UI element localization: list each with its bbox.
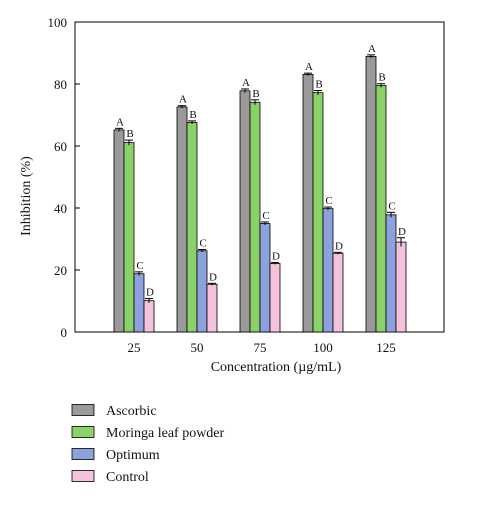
y-tick-label: 0 (61, 325, 68, 340)
significance-letter: C (388, 200, 395, 212)
bar-optimum (385, 214, 397, 333)
significance-letter: D (209, 271, 217, 283)
significance-letter: C (199, 238, 206, 250)
bar-control (332, 252, 344, 333)
significance-letter: A (305, 61, 313, 73)
legend-label: Control (106, 470, 149, 485)
bar-moringa-leaf-powder (123, 142, 135, 333)
bar-control (395, 241, 407, 333)
y-axis-label: Inhibition (%) (19, 156, 34, 236)
x-tick-label: 75 (254, 340, 267, 355)
legend-swatch (71, 470, 95, 482)
significance-letter: A (368, 43, 376, 55)
significance-letter: A (242, 77, 250, 89)
significance-letter: B (189, 109, 196, 121)
x-axis-label: Concentration (µg/mL) (211, 360, 342, 375)
legend-label: Moringa leaf powder (106, 426, 225, 441)
significance-letter: C (136, 260, 143, 272)
significance-letter: C (262, 210, 269, 222)
bar-control (206, 283, 218, 333)
y-tick-label: 80 (54, 77, 67, 92)
legend: Ascorbic Moringa leaf powder Optimum Contro… (71, 404, 225, 485)
significance-letter: D (272, 251, 280, 263)
bar-optimum (322, 208, 334, 333)
x-tick-label: 50 (191, 340, 204, 355)
legend-label: Ascorbic (106, 404, 157, 419)
bar-ascorbic (176, 106, 188, 333)
legend-swatch (71, 404, 95, 416)
plot-area: 02040608010025ABCD50ABCD75ABCD100ABCD125… (48, 15, 445, 355)
bar-moringa-leaf-powder (249, 101, 261, 333)
significance-letter: D (398, 226, 406, 238)
significance-letter: B (378, 72, 385, 84)
bar-ascorbic (113, 129, 125, 333)
bar-ascorbic (302, 73, 314, 333)
significance-letter: C (325, 195, 332, 207)
y-tick-label: 20 (54, 263, 67, 278)
legend-swatch (71, 426, 95, 438)
bar-moringa-leaf-powder (375, 85, 387, 333)
y-tick-label: 100 (48, 15, 68, 30)
bar-optimum (259, 223, 271, 333)
y-tick-label: 60 (54, 139, 67, 154)
bar-ascorbic (239, 90, 251, 333)
x-tick-label: 125 (376, 340, 396, 355)
bar-optimum (133, 273, 145, 333)
legend-swatch (71, 448, 95, 460)
x-tick-label: 100 (313, 340, 333, 355)
significance-letter: B (126, 128, 133, 140)
x-tick-label: 25 (128, 340, 141, 355)
bar-control (143, 300, 155, 333)
significance-letter: D (335, 240, 343, 252)
bar-control (269, 263, 281, 333)
bar-ascorbic (365, 56, 377, 333)
bar-optimum (196, 250, 208, 333)
bar-moringa-leaf-powder (186, 122, 198, 333)
bar-moringa-leaf-powder (312, 92, 324, 333)
significance-letter: A (116, 116, 124, 128)
y-tick-label: 40 (54, 201, 67, 216)
significance-letter: D (146, 287, 154, 299)
significance-letter: B (315, 79, 322, 91)
legend-label: Optimum (106, 448, 160, 463)
significance-letter: B (252, 88, 259, 100)
significance-letter: A (179, 94, 187, 106)
